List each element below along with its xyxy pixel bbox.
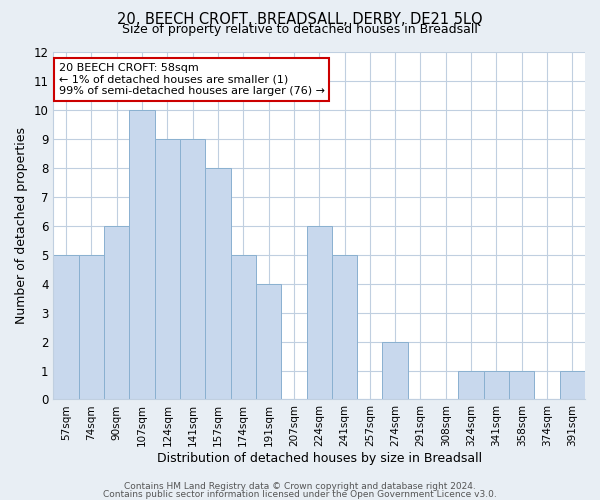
Text: 20, BEECH CROFT, BREADSALL, DERBY, DE21 5LQ: 20, BEECH CROFT, BREADSALL, DERBY, DE21 … (117, 12, 483, 28)
Y-axis label: Number of detached properties: Number of detached properties (15, 128, 28, 324)
Text: Size of property relative to detached houses in Breadsall: Size of property relative to detached ho… (122, 22, 478, 36)
Bar (509, 370, 535, 400)
Bar (155, 139, 180, 400)
Bar (307, 226, 332, 400)
Bar (230, 255, 256, 400)
Bar (256, 284, 281, 400)
Text: Contains public sector information licensed under the Open Government Licence v3: Contains public sector information licen… (103, 490, 497, 499)
Bar (382, 342, 408, 400)
Bar (130, 110, 155, 400)
Bar (205, 168, 230, 400)
Text: Contains HM Land Registry data © Crown copyright and database right 2024.: Contains HM Land Registry data © Crown c… (124, 482, 476, 491)
Bar (104, 226, 130, 400)
Bar (484, 370, 509, 400)
Bar (53, 255, 79, 400)
Bar (332, 255, 357, 400)
Bar (79, 255, 104, 400)
X-axis label: Distribution of detached houses by size in Breadsall: Distribution of detached houses by size … (157, 452, 482, 465)
Bar (560, 370, 585, 400)
Bar (458, 370, 484, 400)
Bar (180, 139, 205, 400)
Text: 20 BEECH CROFT: 58sqm
← 1% of detached houses are smaller (1)
99% of semi-detach: 20 BEECH CROFT: 58sqm ← 1% of detached h… (59, 63, 325, 96)
